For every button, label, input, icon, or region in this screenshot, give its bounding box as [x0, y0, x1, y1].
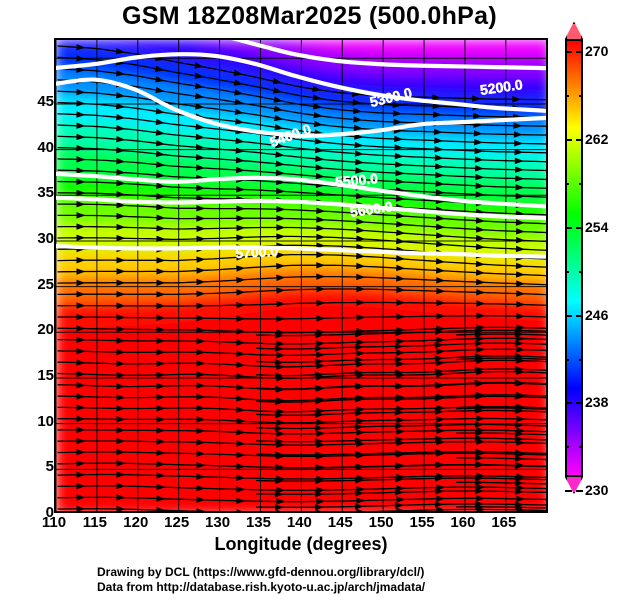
svg-text:5700.0: 5700.0: [235, 243, 279, 261]
